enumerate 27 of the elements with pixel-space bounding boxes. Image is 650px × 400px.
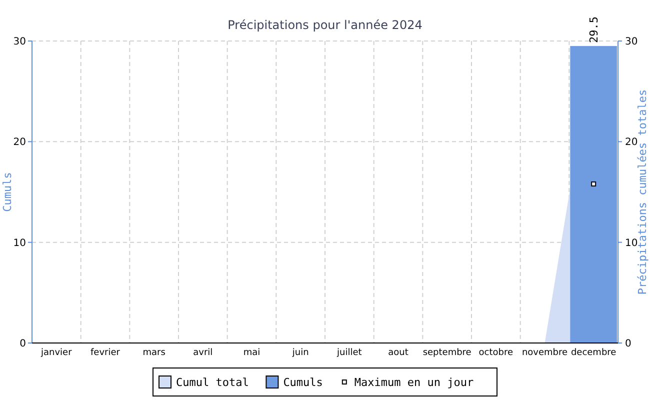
y-tick-label: 10 xyxy=(13,238,26,249)
x-tick-label: mars xyxy=(142,348,166,358)
y2-tick-label: 10 xyxy=(625,238,638,249)
x-tick-label: fevrier xyxy=(90,348,120,358)
y-tick-label: 30 xyxy=(13,36,26,48)
y-axis-title: Cumuls xyxy=(1,172,14,212)
x-tick-label: septembre xyxy=(422,348,472,358)
x-tick-label: aout xyxy=(388,348,409,358)
chart-title: Précipitations pour l'année 2024 xyxy=(228,18,422,32)
legend-label: Cumuls xyxy=(283,376,323,389)
x-tick-label: decembre xyxy=(570,348,617,358)
data-label: 29.5 xyxy=(588,16,601,44)
y-tick-label: 0 xyxy=(20,338,26,350)
x-tick-label: octobre xyxy=(478,348,514,358)
y2-tick-label: 20 xyxy=(625,137,638,148)
x-tick-label: juillet xyxy=(336,348,362,358)
y2-tick-label: 0 xyxy=(625,338,632,350)
y2-tick-label: 30 xyxy=(625,36,638,48)
y-tick-label: 20 xyxy=(13,137,26,148)
x-tick-label: avril xyxy=(193,348,213,358)
x-tick-label: janvier xyxy=(40,348,72,358)
legend-label: Cumul total xyxy=(176,376,249,389)
x-tick-label: mai xyxy=(243,348,260,358)
legend-label: Maximum en un jour xyxy=(354,376,474,389)
x-tick-label: novembre xyxy=(522,348,568,358)
y2-axis-title: Précipitations cumulées totales xyxy=(636,89,649,295)
x-tick-label: juin xyxy=(291,348,309,358)
